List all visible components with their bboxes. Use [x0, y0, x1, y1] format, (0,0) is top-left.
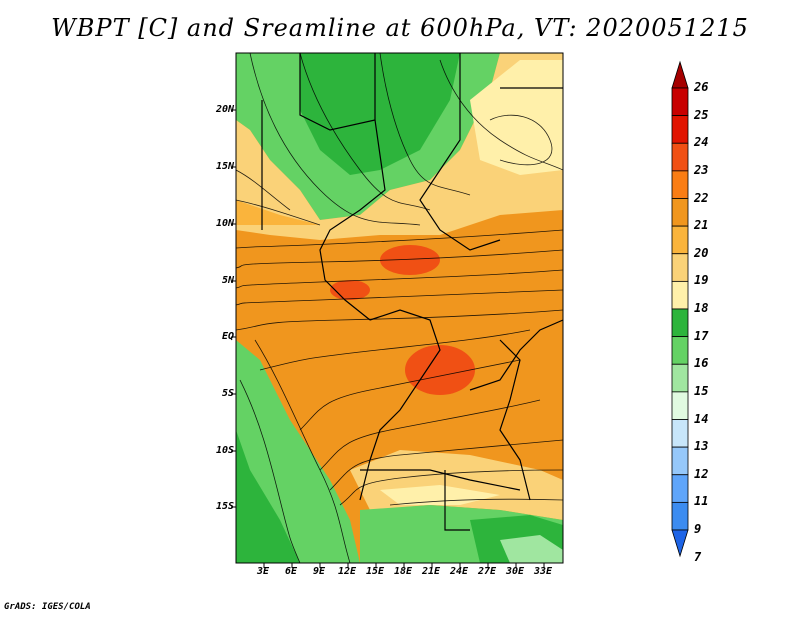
colorbar [671, 60, 689, 558]
colorbar-label: 26 [694, 80, 709, 94]
lon-label-6e: 6E [285, 566, 298, 577]
colorbar-label: 7 [694, 549, 702, 564]
lon-label-24e: 24E [450, 566, 469, 577]
colorbar-label: 18 [694, 301, 709, 315]
colorbar-segment [671, 419, 689, 448]
colorbar-segment [671, 142, 689, 172]
colorbar-label: 13 [694, 439, 709, 454]
lat-label-5s: 5S [221, 388, 234, 399]
colorbar-label: 19 [694, 273, 709, 288]
colorbar-segment [671, 391, 689, 420]
colorbar-label: 22 [694, 190, 709, 205]
lat-label-15n: 15N [215, 161, 234, 172]
colorbar-label: 17 [694, 328, 709, 343]
colorbar-segment [671, 446, 689, 476]
colorbar-segment [671, 474, 689, 503]
lon-label-12e: 12E [338, 566, 357, 577]
colorbar-top-arrow [671, 60, 689, 89]
lat-label-10n: 10N [215, 218, 234, 229]
colorbar-label: 24 [694, 135, 709, 150]
lon-label-3e: 3E [257, 566, 270, 577]
lon-label-33e: 33E [534, 566, 553, 577]
lat-label-15s: 15S [215, 501, 234, 512]
map-title: WBPT [C] and Sreamline at 600hPa, VT: 20… [51, 14, 749, 42]
credit-text: GrADS: IGES/COLA [4, 602, 91, 612]
colorbar-segment [671, 363, 689, 393]
colorbar-label: 14 [694, 411, 709, 426]
colorbar-label: 11 [694, 494, 709, 509]
lat-label-10s: 10S [215, 445, 234, 456]
colorbar-segment [671, 501, 689, 531]
lon-label-9e: 9E [313, 566, 326, 577]
colorbar-label: 25 [694, 107, 709, 122]
colorbar-label: 23 [694, 162, 709, 177]
lat-label-20n: 20N [215, 104, 234, 115]
wbpt-field [236, 53, 563, 563]
lon-label-21e: 21E [422, 566, 441, 577]
colorbar-segment [671, 87, 689, 117]
colorbar-label: 12 [694, 466, 709, 481]
colorbar-bottom-arrow [671, 529, 689, 558]
colorbar-segment [671, 280, 689, 310]
lon-label-15e: 15E [366, 566, 385, 577]
lat-label-5n: 5N [221, 275, 234, 286]
colorbar-label: 16 [694, 356, 709, 371]
colorbar-segment [671, 253, 689, 282]
lat-label-eq: EQ [221, 331, 234, 342]
lon-label-30e: 30E [506, 566, 525, 577]
colorbar-segment [671, 198, 689, 227]
lon-label-27e: 27E [478, 566, 497, 577]
lon-label-18e: 18E [394, 566, 413, 577]
colorbar-label: 9 [694, 522, 702, 536]
colorbar-segment [671, 308, 689, 338]
colorbar-label: 20 [694, 245, 709, 260]
colorbar-segment [671, 115, 689, 144]
colorbar-segment [671, 170, 689, 199]
colorbar-segment [671, 336, 689, 365]
colorbar-segment [671, 225, 689, 255]
colorbar-label: 21 [694, 218, 709, 233]
colorbar-label: 15 [694, 383, 709, 398]
